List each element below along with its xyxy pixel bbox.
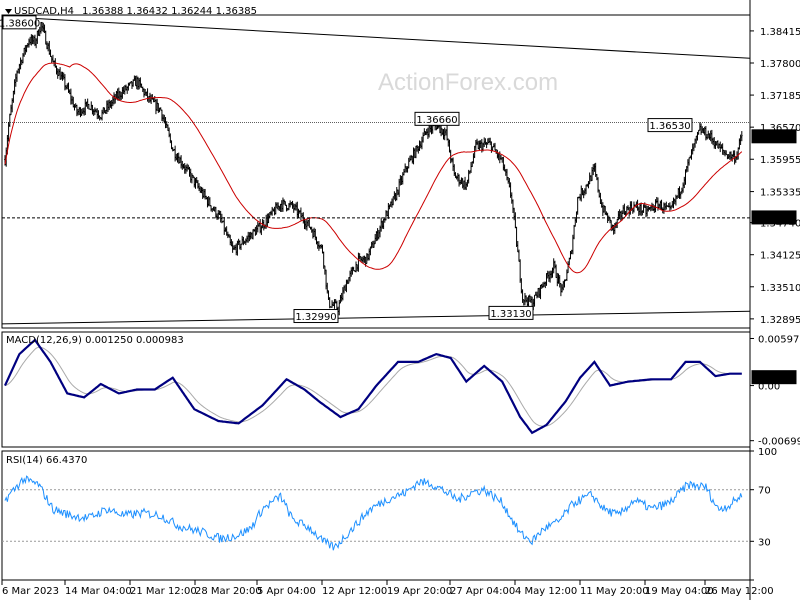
- ohlc-values: 1.36388 1.36432 1.36244 1.36385: [82, 6, 257, 17]
- last-price-label-box: [751, 129, 797, 144]
- time-tick-label: 14 Mar 04:00: [65, 586, 132, 597]
- price-tick-label: 1.34125: [760, 251, 800, 262]
- time-tick-label: 27 Apr 04:00: [450, 586, 515, 597]
- time-tick-label: 12 Apr 12:00: [322, 586, 387, 597]
- level-1.33130-box: [488, 305, 534, 320]
- time-tick-label: 26 May 12:00: [705, 586, 774, 597]
- rsi-tick-label: 30: [758, 537, 771, 548]
- macd-value-label-box: [751, 370, 797, 385]
- level-1.36530-box: [647, 118, 693, 133]
- moving-average-line: [4, 62, 743, 274]
- header-dropdown-icon: [5, 9, 12, 14]
- lower-trendline: [1, 310, 751, 325]
- rsi-tick-label: 100: [758, 447, 777, 458]
- price-tick-label: 1.36570: [760, 123, 800, 134]
- price-tick-label: 1.35335: [760, 188, 800, 199]
- price-tick-label: 1.38415: [760, 27, 800, 38]
- time-tick-label: 11 May 20:00: [580, 586, 649, 597]
- level-1.36530: 1.36530: [649, 121, 690, 132]
- level-1.36660: 1.36660: [416, 115, 457, 126]
- time-tick-label: 28 Mar 20:00: [195, 586, 262, 597]
- price-tick-label: 1.37185: [760, 91, 800, 102]
- time-tick-label: 5 Apr 04:00: [257, 586, 316, 597]
- price-tick-label: 1.35955: [760, 155, 800, 166]
- macd-signal-line: [4, 346, 742, 427]
- rsi-pane-frame: [1, 450, 751, 581]
- time-tick-label: 19 Apr 20:00: [387, 586, 452, 597]
- rsi-tick-label: 70: [758, 486, 771, 497]
- level-1.38600-box: [2, 15, 37, 30]
- watermark: ActionForex.com: [378, 69, 558, 96]
- level-1.32990: 1.32990: [295, 312, 336, 323]
- symbol-label: USDCAD,H4: [14, 6, 74, 17]
- macd-pane-frame: [1, 331, 751, 448]
- level-1.33130: 1.33130: [490, 309, 531, 320]
- level-1.34830-box: [751, 210, 797, 225]
- macd-label: MACD(12,26,9) 0.001250 0.000983: [6, 335, 184, 346]
- level-1.36660-box: [414, 111, 460, 126]
- price-tick-label: 1.37800: [760, 59, 800, 70]
- candles-group: [4, 21, 743, 316]
- price-tick-label: 1.32895: [760, 315, 800, 326]
- time-tick-label: 21 Mar 12:00: [130, 586, 197, 597]
- price-pane-frame: [1, 14, 751, 329]
- rsi-label: RSI(14) 66.4370: [6, 455, 87, 466]
- level-1.34830: 1.34830: [753, 213, 794, 224]
- macd-tick-label: 0.005977: [758, 334, 800, 345]
- macd-tick-label: -0.006998: [758, 437, 800, 448]
- price-tick-label: 1.33510: [760, 283, 800, 294]
- time-tick-label: 6 Mar 2023: [2, 586, 59, 597]
- level-1.38600: 1.38600: [0, 18, 40, 29]
- last-price-label: 1.36385: [753, 132, 794, 143]
- rsi-line: [4, 475, 743, 551]
- level-1.32990-box: [293, 309, 339, 324]
- time-tick-label: 19 May 04:00: [645, 586, 714, 597]
- macd-tick-label: 0.00: [758, 382, 780, 393]
- macd-line: [3, 338, 742, 435]
- time-tick-label: 4 May 12:00: [515, 586, 577, 597]
- upper-trendline: [1, 16, 751, 59]
